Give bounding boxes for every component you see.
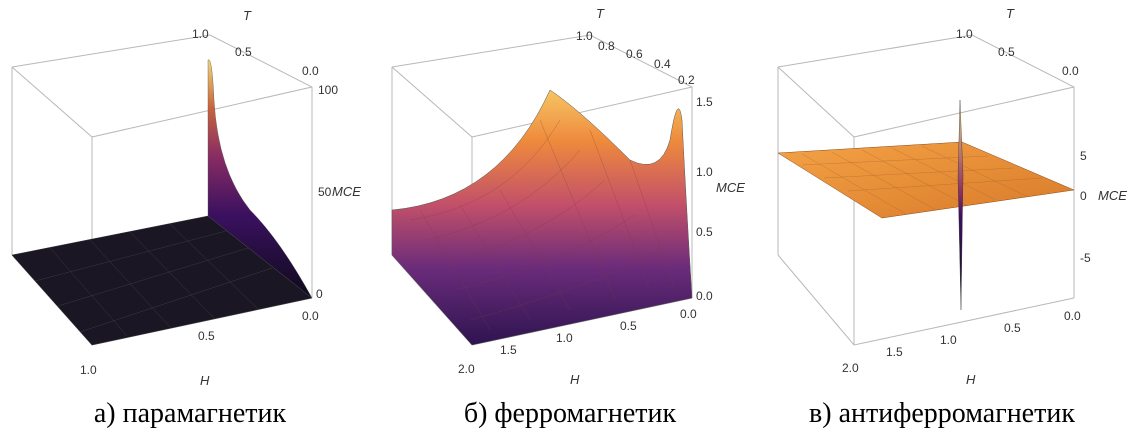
box-c xyxy=(777,34,1075,346)
tick-h-b-3: 1.5 xyxy=(500,343,517,357)
tick-t-c-1: 0.5 xyxy=(998,45,1015,59)
panel-antiferromagnet: 1.0 0.5 0.0 5 0 -5 0.0 0.5 1.0 1.5 2.0 T… xyxy=(762,0,1142,429)
tick-h-b-4: 2.0 xyxy=(458,362,475,376)
caption-b: б) ферромагнетик xyxy=(463,398,677,429)
tick-t-b-2: 0.6 xyxy=(626,47,643,61)
tick-z-a-2: 0 xyxy=(316,287,323,301)
tick-t-a-2: 0.0 xyxy=(302,64,319,78)
tick-z-a-1: 50 xyxy=(318,185,332,199)
tick-t-a-1: 0.5 xyxy=(235,45,252,59)
tick-h-a-0: 0.0 xyxy=(302,309,319,323)
surface-plot-a: 1.0 0.5 0.0 100 50 0 0.0 0.5 1.0 T MCE H xyxy=(11,8,361,388)
surface-plane-c xyxy=(777,141,1075,219)
tick-z-b-2: 0.5 xyxy=(696,225,713,239)
surface-plot-c: 1.0 0.5 0.0 5 0 -5 0.0 0.5 1.0 1.5 2.0 T… xyxy=(777,6,1127,387)
tick-t-b-1: 0.8 xyxy=(598,39,615,53)
axis-label-mce-b: MCE xyxy=(716,180,745,195)
tick-labels-a: 1.0 0.5 0.0 100 50 0 0.0 0.5 1.0 xyxy=(80,27,338,377)
tick-t-a-0: 1.0 xyxy=(192,27,209,41)
tick-h-b-0: 0.0 xyxy=(680,307,697,321)
caption-a: а) парамагнетик xyxy=(93,398,287,429)
caption-c: в) антиферромагнетик xyxy=(809,398,1075,429)
tick-h-a-2: 1.0 xyxy=(80,363,97,377)
tick-h-c-1: 0.5 xyxy=(1004,321,1021,335)
axis-label-mce-a: MCE xyxy=(332,184,361,199)
tick-z-c-0: 5 xyxy=(1080,149,1087,163)
axis-label-h-b: H xyxy=(570,372,580,387)
tick-t-c-2: 0.0 xyxy=(1062,64,1079,78)
tick-h-b-2: 1.0 xyxy=(556,331,573,345)
tick-h-b-1: 0.5 xyxy=(620,319,637,333)
tick-z-c-2: -5 xyxy=(1080,251,1091,265)
tick-z-c-1: 0 xyxy=(1080,189,1087,203)
surface-spike-c xyxy=(957,99,964,311)
tick-z-b-3: 0.0 xyxy=(696,289,713,303)
tick-h-c-2: 1.0 xyxy=(940,333,957,347)
surface-b xyxy=(391,89,693,346)
panel-ferromagnet: 1.0 0.8 0.6 0.4 0.2 1.5 1.0 0.5 0.0 0.0 … xyxy=(380,0,760,429)
tick-h-c-3: 1.5 xyxy=(886,345,903,359)
tick-z-b-1: 1.0 xyxy=(696,165,713,179)
axis-label-t-a: T xyxy=(243,8,252,23)
tick-h-c-0: 0.0 xyxy=(1064,309,1081,323)
tick-labels-c: 1.0 0.5 0.0 5 0 -5 0.0 0.5 1.0 1.5 2.0 xyxy=(842,27,1091,375)
tick-t-b-4: 0.2 xyxy=(678,73,695,87)
axis-label-mce-c: MCE xyxy=(1098,188,1127,203)
axis-label-h-a: H xyxy=(200,373,210,388)
tick-t-c-0: 1.0 xyxy=(956,27,973,41)
tick-h-c-4: 2.0 xyxy=(842,361,859,375)
axis-label-h-c: H xyxy=(966,372,976,387)
panel-paramagnet: 1.0 0.5 0.0 100 50 0 0.0 0.5 1.0 T MCE H… xyxy=(0,0,380,429)
tick-t-b-3: 0.4 xyxy=(654,57,671,71)
tick-z-a-0: 100 xyxy=(318,83,338,97)
surface-plot-b: 1.0 0.8 0.6 0.4 0.2 1.5 1.0 0.5 0.0 0.0 … xyxy=(391,6,745,387)
axis-label-t-b: T xyxy=(596,6,605,21)
tick-h-a-1: 0.5 xyxy=(198,329,215,343)
tick-z-b-0: 1.5 xyxy=(696,95,713,109)
axis-label-t-c: T xyxy=(1006,6,1015,21)
surface-wall-a xyxy=(207,59,313,299)
tick-labels-b: 1.0 0.8 0.6 0.4 0.2 1.5 1.0 0.5 0.0 0.0 … xyxy=(458,29,713,376)
tick-t-b-0: 1.0 xyxy=(576,29,593,43)
